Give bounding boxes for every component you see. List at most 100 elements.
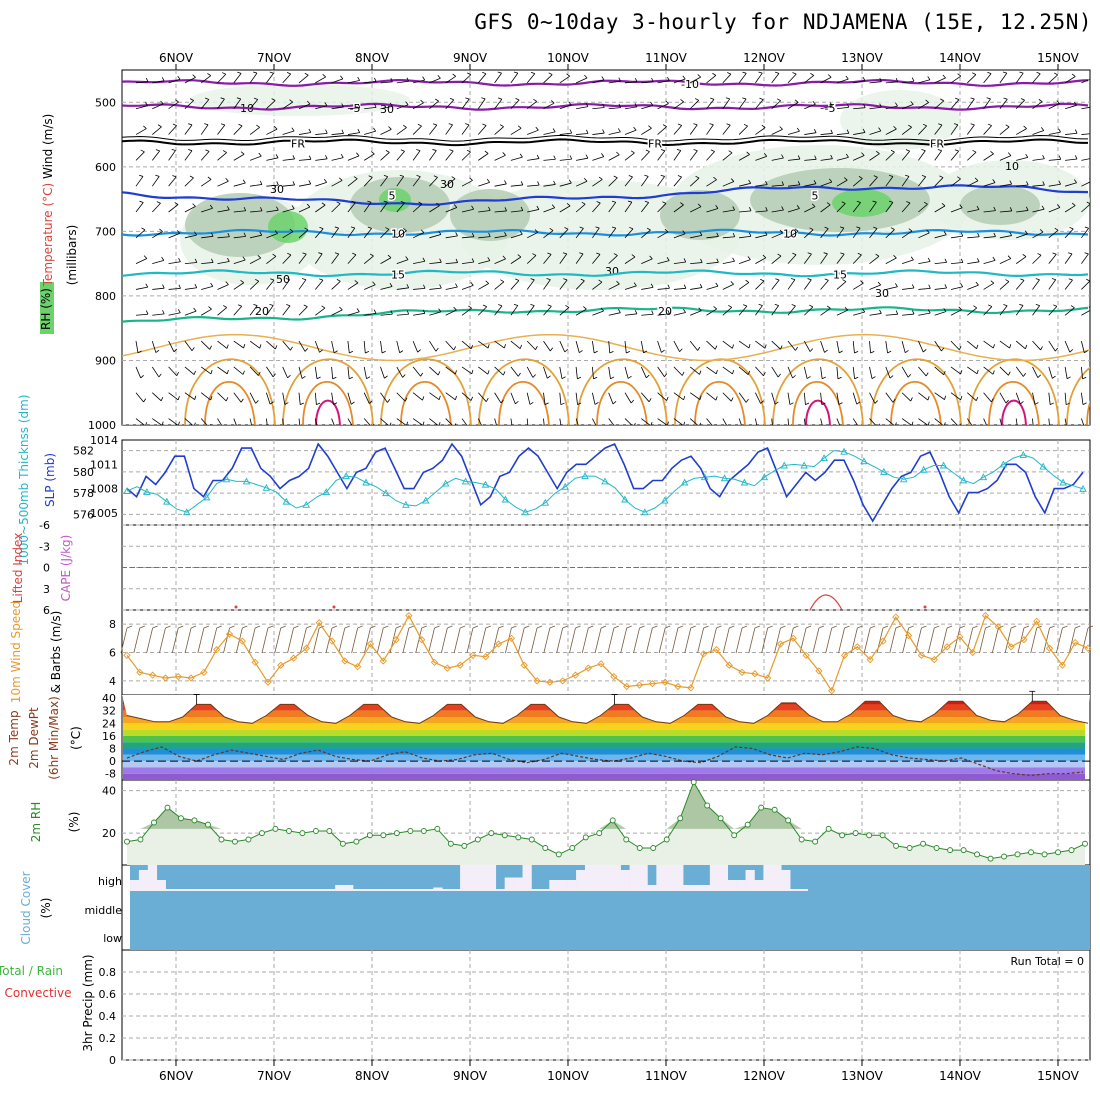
wind-barb-flag xyxy=(1037,253,1042,256)
wind-barb-flag xyxy=(579,350,583,353)
wind-barb-flag xyxy=(324,102,328,106)
wind10m-marker xyxy=(174,672,182,681)
wind-barb-flag xyxy=(237,304,242,307)
wind10m-barb-flag xyxy=(306,625,312,629)
wind-barb xyxy=(722,236,735,239)
wind10m-marker xyxy=(213,646,221,654)
wind-barb xyxy=(575,253,584,264)
wind-barb-flag xyxy=(596,201,601,204)
wind-barb-flag xyxy=(465,97,470,100)
wind-barb xyxy=(885,341,888,354)
wind-barb-flag xyxy=(269,303,274,306)
wind-barb-flag xyxy=(781,206,784,211)
wind-barb xyxy=(298,279,307,290)
wind-barb-flag xyxy=(451,176,456,180)
wind-barb-flag xyxy=(438,395,441,400)
wind10m-barb xyxy=(364,627,371,654)
wind-barb-flag xyxy=(873,226,878,229)
wind-barb-flag xyxy=(960,395,963,400)
wind-barb-flag xyxy=(829,178,833,183)
wind-barb-flag xyxy=(895,283,898,287)
wind-barb-flag xyxy=(259,231,263,236)
wind-barb-flag xyxy=(626,350,631,354)
wind-barb-flag xyxy=(700,258,703,263)
wind-barb-flag xyxy=(372,281,376,286)
high-cloud-bar xyxy=(593,865,604,890)
temp-band xyxy=(123,723,1085,730)
wind-barb xyxy=(429,366,439,376)
wind-barb-flag xyxy=(400,201,405,204)
wind-barb-flag xyxy=(910,397,913,402)
wind-barb xyxy=(771,340,781,350)
thickness-marker xyxy=(899,475,908,483)
wind-barb xyxy=(934,124,943,135)
wind-barb-flag xyxy=(210,232,214,237)
temp-band xyxy=(123,742,1085,749)
wind-barb xyxy=(543,418,545,425)
wind-barb-flag xyxy=(683,258,687,263)
wind-barb xyxy=(983,306,993,316)
wind-barb-flag xyxy=(162,284,165,289)
wind10m-barb xyxy=(620,627,628,654)
wind-barb-flag xyxy=(795,346,798,351)
wind-barb-flag xyxy=(598,176,603,180)
wind-barb xyxy=(510,210,523,213)
wind-barb xyxy=(396,150,405,161)
wind-barb-flag xyxy=(454,423,457,425)
high-cloud-bar xyxy=(460,865,470,890)
wind-barb-flag xyxy=(319,278,324,281)
wind-barb-flag xyxy=(602,103,605,108)
wind-barb-flag xyxy=(776,98,781,102)
wind-barb xyxy=(624,201,633,213)
wind-barb xyxy=(689,392,701,400)
wind10m-barb xyxy=(287,627,294,654)
wind-barb xyxy=(999,235,1012,239)
temp-band xyxy=(123,717,1085,724)
wind-barb-flag xyxy=(188,149,193,152)
wind-barb-flag xyxy=(748,344,751,349)
wind-axis-label: 10m Wind Speed xyxy=(9,601,23,703)
rh2m-marker xyxy=(1014,851,1021,858)
high-cloud-bar xyxy=(522,865,532,890)
wind-barb-flag xyxy=(258,371,261,376)
rh-shading xyxy=(268,211,308,243)
wind-barb xyxy=(168,78,181,84)
wind-barb-flag xyxy=(319,226,324,230)
wind-barb xyxy=(657,150,666,161)
wind10m-barb xyxy=(146,627,154,654)
high-cloud-bar xyxy=(754,880,764,890)
wind-barb-flag xyxy=(1003,97,1008,100)
wind-barb xyxy=(543,184,556,187)
wind-barb-flag xyxy=(390,78,393,83)
wind-barb-flag xyxy=(1020,278,1025,281)
wind-barb xyxy=(135,202,144,213)
wind-barb-flag xyxy=(957,176,961,180)
lifted-index-dot xyxy=(332,605,336,609)
wind-barb-flag xyxy=(291,205,295,210)
wind-barb-flag xyxy=(1071,202,1076,206)
wind-barb-flag xyxy=(306,203,311,208)
wind-barb-flag xyxy=(699,283,703,288)
wind-barb-flag xyxy=(238,427,241,430)
wind-barb-flag xyxy=(569,155,573,160)
wind-barb xyxy=(901,126,912,135)
wind-barb xyxy=(396,366,403,378)
wind-barb xyxy=(413,287,426,290)
wind-barb-flag xyxy=(726,123,731,126)
wind-barb xyxy=(200,340,211,350)
wind-barb xyxy=(690,287,703,290)
cloud-tick-label: middle xyxy=(84,904,122,917)
wind-barb-flag xyxy=(646,227,651,231)
wind-barb xyxy=(217,307,227,316)
wind-barb xyxy=(673,312,686,316)
wind-barb-flag xyxy=(502,152,506,156)
wind-barb xyxy=(967,74,977,84)
wind-barb xyxy=(787,230,799,239)
wind-barb-flag xyxy=(845,153,849,158)
wind-barb xyxy=(380,418,389,425)
wind-barb xyxy=(1081,366,1083,379)
wind-barb-flag xyxy=(226,206,230,211)
wind-barb-flag xyxy=(907,373,912,378)
precip-tick-label: 0.2 xyxy=(99,1032,117,1045)
wind-barb-flag xyxy=(600,307,604,312)
